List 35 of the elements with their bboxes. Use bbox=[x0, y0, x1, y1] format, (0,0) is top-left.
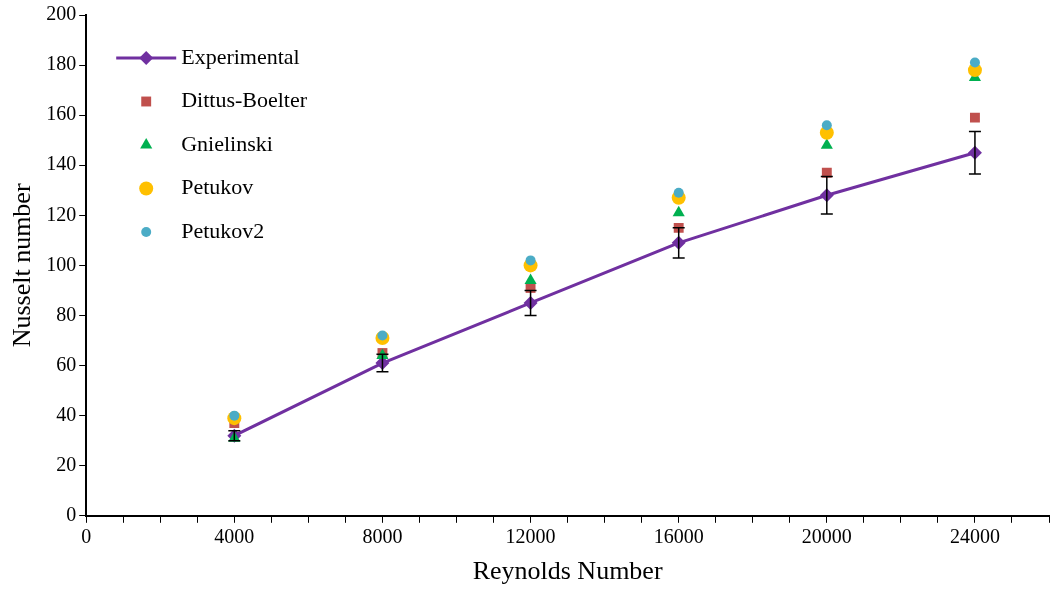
x-tick-label: 12000 bbox=[505, 525, 556, 548]
y-axis-title: Nusselt number bbox=[7, 183, 37, 348]
point bbox=[377, 330, 388, 341]
y-tick-label: 0 bbox=[66, 503, 77, 526]
x-tick-label: 4000 bbox=[214, 525, 255, 548]
legend-label: Petukov2 bbox=[181, 217, 265, 243]
y-tick-label: 20 bbox=[56, 452, 77, 475]
y-tick-label: 60 bbox=[56, 352, 77, 375]
y-tick-label: 160 bbox=[46, 102, 77, 125]
y-tick-label: 140 bbox=[46, 152, 77, 175]
y-tick-label: 80 bbox=[56, 302, 77, 325]
point bbox=[524, 273, 537, 284]
legend-label: Dittus-Boelter bbox=[181, 87, 308, 113]
point bbox=[525, 255, 536, 266]
point bbox=[969, 57, 980, 68]
legend-label: Petukov bbox=[181, 174, 254, 200]
y-tick-label: 120 bbox=[46, 202, 77, 225]
y-tick-label: 40 bbox=[56, 402, 77, 425]
x-tick-label: 8000 bbox=[362, 525, 403, 548]
legend-label: Experimental bbox=[181, 43, 300, 69]
x-tick-label: 16000 bbox=[653, 525, 704, 548]
x-axis-title: Reynolds Number bbox=[472, 556, 663, 586]
y-tick-label: 180 bbox=[46, 52, 77, 75]
point bbox=[821, 120, 832, 131]
x-tick-label: 20000 bbox=[801, 525, 852, 548]
x-tick-label: 24000 bbox=[949, 525, 1000, 548]
point bbox=[229, 410, 240, 421]
point bbox=[969, 112, 980, 123]
legend-label: Gnielinski bbox=[181, 130, 273, 156]
point bbox=[820, 138, 833, 149]
y-tick-label: 100 bbox=[46, 252, 77, 275]
point bbox=[673, 187, 684, 198]
point bbox=[672, 205, 685, 217]
y-tick-label: 200 bbox=[46, 2, 77, 25]
x-tick-label: 0 bbox=[81, 525, 92, 548]
